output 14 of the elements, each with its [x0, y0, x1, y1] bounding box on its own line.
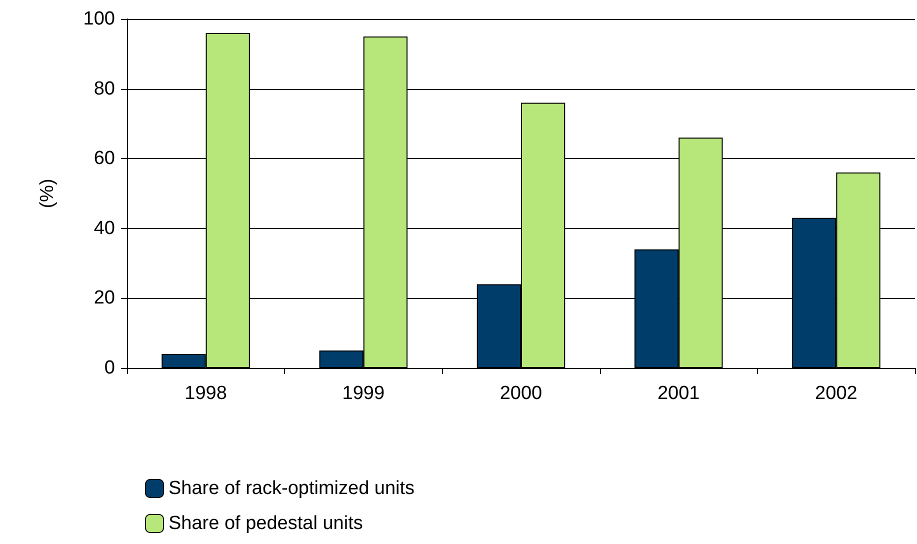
y-tick-label: 100	[83, 8, 115, 30]
legend-label: Share of pedestal units	[168, 513, 363, 534]
y-tick-label: 0	[104, 358, 115, 378]
y-tick-label: 20	[94, 288, 115, 309]
y-axis-title: (%)	[37, 178, 58, 208]
x-tick-label: 1999	[342, 383, 385, 404]
x-tick-label: 2002	[815, 383, 858, 404]
y-tick-label: 40	[94, 218, 115, 239]
x-tick-label: 2000	[500, 383, 542, 404]
y-tick-label: 80	[94, 78, 115, 100]
legend-label: Share of rack-optimized units	[168, 478, 415, 499]
x-tick-label: 2001	[657, 383, 700, 404]
y-tick-label: 60	[94, 148, 115, 170]
x-tick-label: 1998	[184, 383, 227, 404]
